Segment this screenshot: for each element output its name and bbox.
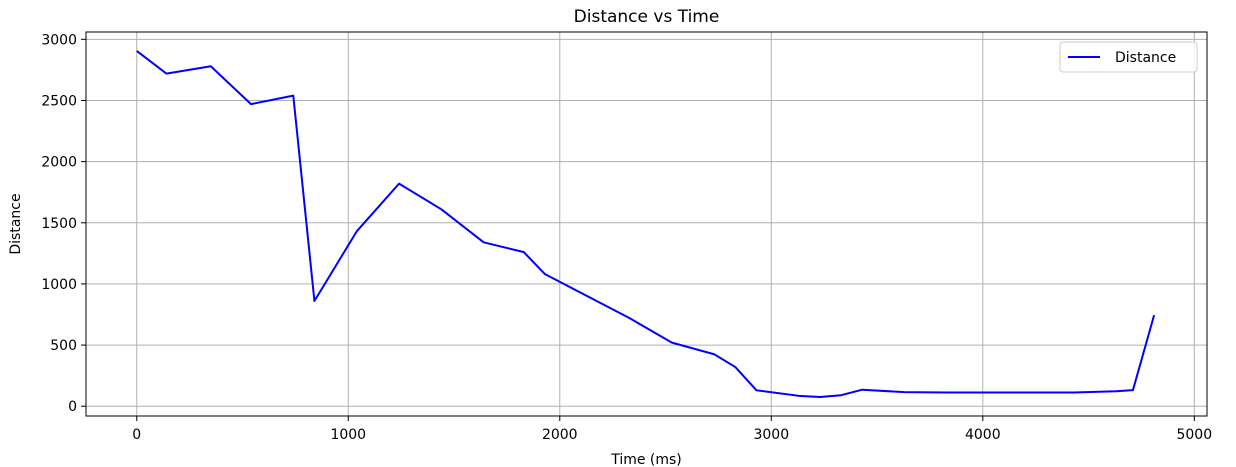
y-tick-label: 2000 (41, 155, 77, 171)
y-tick-label: 500 (50, 338, 77, 354)
grid-lines (86, 32, 1207, 416)
legend-box (1059, 41, 1198, 73)
y-tick-label: 1000 (41, 277, 77, 293)
series-layer (136, 50, 1156, 399)
legend-label: Distance (1115, 50, 1176, 66)
series-line-distance (136, 50, 1156, 399)
y-tick-label: 3000 (41, 32, 77, 48)
x-axis-label: Time (ms) (610, 452, 682, 467)
x-axis: 0 1000 2000 3000 4000 5000 (132, 416, 1212, 443)
y-axis: 0 500 1000 1500 2000 2500 3000 (41, 32, 86, 415)
y-tick-label: 2500 (41, 93, 77, 109)
y-tick-label: 0 (68, 399, 77, 415)
y-axis-label: Distance (8, 193, 24, 254)
x-tick-label: 1000 (330, 427, 366, 443)
x-tick-label: 4000 (965, 427, 1001, 443)
x-tick-label: 5000 (1176, 427, 1212, 443)
x-tick-label: 2000 (542, 427, 578, 443)
plot-area-frame (85, 31, 1208, 417)
x-tick-label: 3000 (753, 427, 789, 443)
legend: Distance (1059, 41, 1198, 73)
chart-title: Distance vs Time (574, 7, 720, 27)
y-tick-label: 1500 (41, 216, 77, 232)
x-tick-label: 0 (132, 427, 141, 443)
